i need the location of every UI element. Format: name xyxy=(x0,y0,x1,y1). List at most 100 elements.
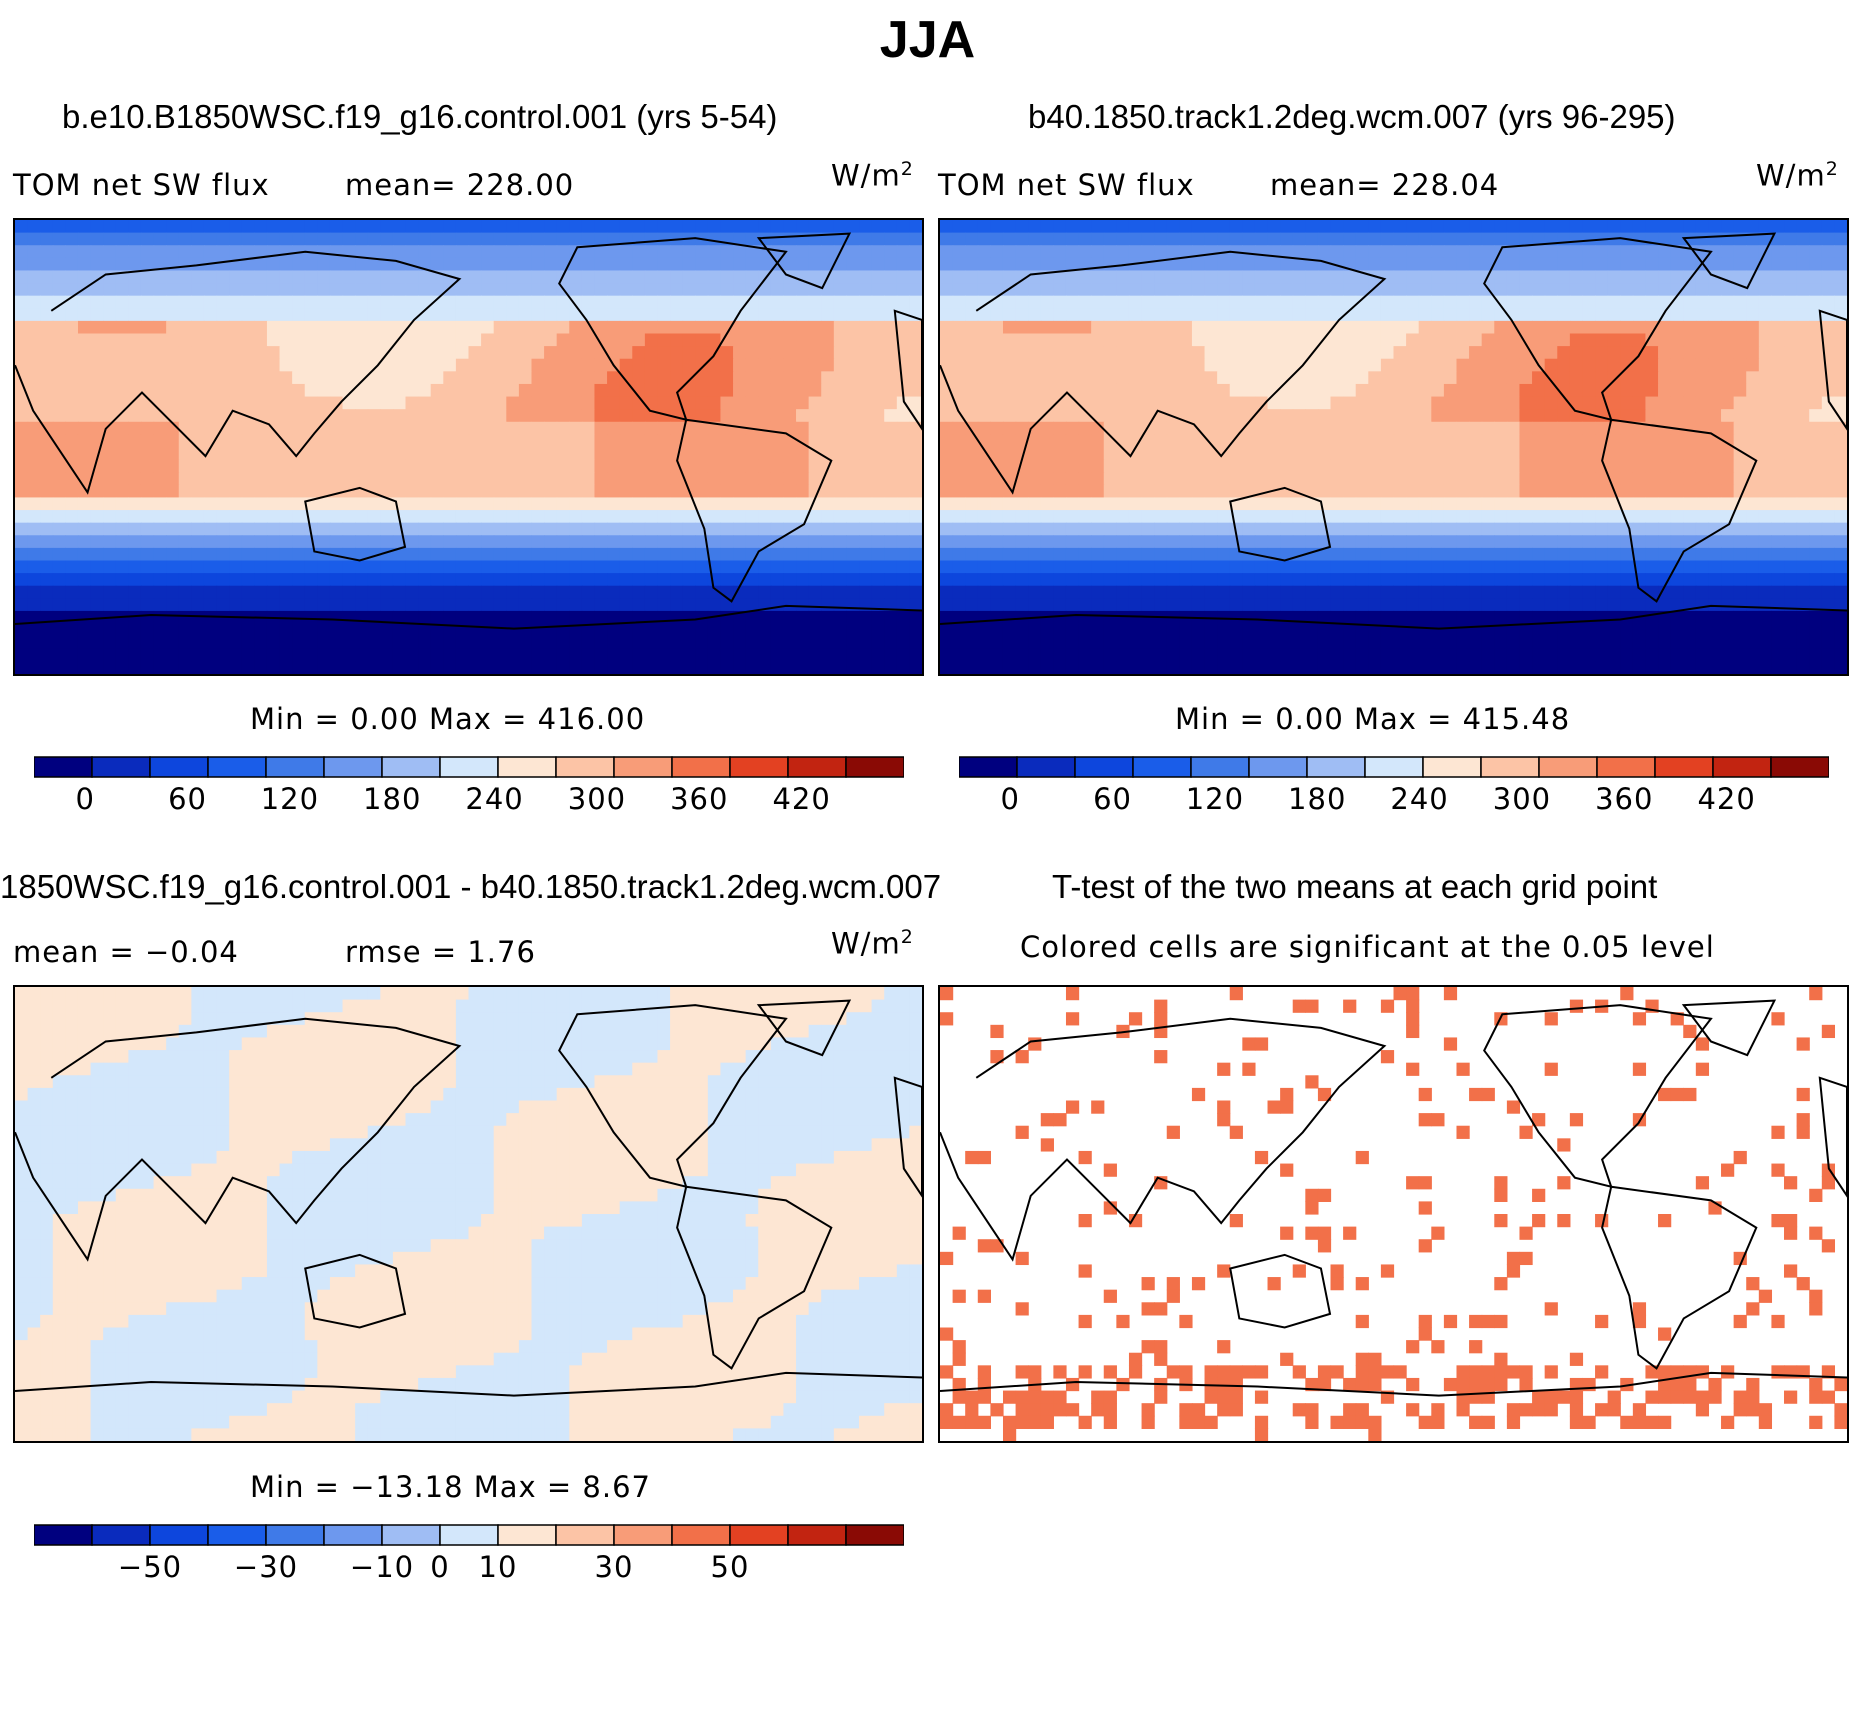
grid-cell xyxy=(1469,598,1483,612)
grid-cell xyxy=(279,333,293,347)
grid-cell xyxy=(518,320,533,335)
grid-cell xyxy=(1532,346,1546,360)
grid-cell xyxy=(115,459,129,473)
grid-cell xyxy=(1380,447,1395,461)
grid-cell xyxy=(707,409,722,423)
grid-cell xyxy=(733,220,747,234)
grid-cell xyxy=(1355,484,1369,499)
grid-cell xyxy=(1620,472,1634,486)
grid-cell xyxy=(292,232,306,246)
grid-cell xyxy=(254,371,268,385)
grid-cell xyxy=(241,560,255,574)
grid-cell xyxy=(1645,610,1659,625)
grid-cell xyxy=(481,598,495,612)
grid-cell xyxy=(128,497,142,511)
grid-cell xyxy=(1166,497,1180,511)
grid-cell xyxy=(1418,358,1432,372)
grid-cell xyxy=(990,547,1004,562)
grid-cell xyxy=(65,283,79,297)
grid-cell xyxy=(1229,484,1243,499)
grid-cell xyxy=(430,421,444,435)
colorbar-tick-label: 0 xyxy=(75,782,95,816)
grid-cell xyxy=(1141,472,1155,486)
grid-cell xyxy=(1028,585,1042,599)
grid-cell xyxy=(1456,308,1470,322)
grid-cell xyxy=(329,295,344,309)
grid-cell xyxy=(292,308,306,322)
grid-cell xyxy=(1292,320,1306,335)
coastlines xyxy=(15,234,922,629)
grid-cell xyxy=(1506,383,1521,398)
grid-cell xyxy=(292,220,306,234)
grid-cell xyxy=(153,220,167,234)
grid-cell xyxy=(1280,270,1294,284)
grid-cell xyxy=(1078,598,1092,612)
grid-cell xyxy=(1380,510,1395,524)
grid-cell xyxy=(279,547,293,562)
grid-cell xyxy=(77,535,92,549)
grid-cell xyxy=(266,346,281,360)
grid-cell xyxy=(1343,409,1357,423)
grid-cell xyxy=(468,434,482,448)
grid-cell xyxy=(481,346,495,360)
grid-cell xyxy=(607,383,621,398)
grid-cell xyxy=(783,220,797,234)
grid-cell xyxy=(455,472,470,486)
grid-cell xyxy=(657,598,671,612)
grid-cell xyxy=(531,585,545,599)
grid-cell xyxy=(1141,598,1155,612)
colorbar-box xyxy=(845,756,904,778)
grid-cell xyxy=(1771,447,1785,461)
grid-cell xyxy=(27,648,41,662)
grid-cell xyxy=(1469,396,1483,410)
grid-cell xyxy=(1103,447,1117,461)
grid-cell xyxy=(940,522,954,536)
grid-cell xyxy=(1456,598,1470,612)
grid-cell xyxy=(518,535,533,549)
grid-cell xyxy=(90,648,104,662)
grid-cell xyxy=(707,497,722,511)
grid-cell xyxy=(1569,484,1584,499)
panel-control-colorbar-labels: 0 60 120 180 240 300 360 420 xyxy=(34,782,904,818)
grid-cell xyxy=(1658,333,1672,347)
grid-cell xyxy=(1393,245,1407,259)
grid-cell xyxy=(1242,547,1256,562)
grid-cell xyxy=(1658,497,1672,511)
grid-cell xyxy=(1393,270,1407,284)
grid-cell xyxy=(1204,283,1218,297)
grid-cell xyxy=(1128,560,1143,574)
grid-cell xyxy=(1670,447,1684,461)
grid-cell xyxy=(1582,283,1596,297)
grid-cell xyxy=(355,522,369,536)
grid-cell xyxy=(1116,573,1130,587)
grid-cell xyxy=(1116,560,1130,574)
grid-cell xyxy=(871,547,885,562)
grid-cell xyxy=(1494,598,1508,612)
grid-cell xyxy=(178,308,192,322)
grid-cell xyxy=(1040,573,1054,587)
grid-cell xyxy=(1834,257,1847,272)
grid-cell xyxy=(355,560,369,574)
grid-cell xyxy=(52,257,66,272)
grid-cell xyxy=(1292,522,1306,536)
grid-cell xyxy=(40,308,54,322)
grid-cell xyxy=(254,308,268,322)
grid-cell xyxy=(1469,295,1483,309)
grid-cell xyxy=(241,459,255,473)
grid-cell xyxy=(468,270,482,284)
grid-cell xyxy=(695,421,709,435)
grid-cell xyxy=(166,648,180,662)
grid-cell xyxy=(455,547,470,562)
grid-cell xyxy=(1431,346,1445,360)
grid-cell xyxy=(77,510,92,524)
grid-cell xyxy=(1595,522,1609,536)
grid-cell xyxy=(1317,283,1332,297)
grid-cell xyxy=(1418,472,1432,486)
grid-cell xyxy=(1103,573,1117,587)
grid-cell xyxy=(1683,320,1697,335)
grid-cell xyxy=(1406,333,1420,347)
grid-cell xyxy=(229,270,243,284)
grid-cell xyxy=(443,396,457,410)
grid-cell xyxy=(990,484,1004,499)
grid-cell xyxy=(1242,447,1256,461)
